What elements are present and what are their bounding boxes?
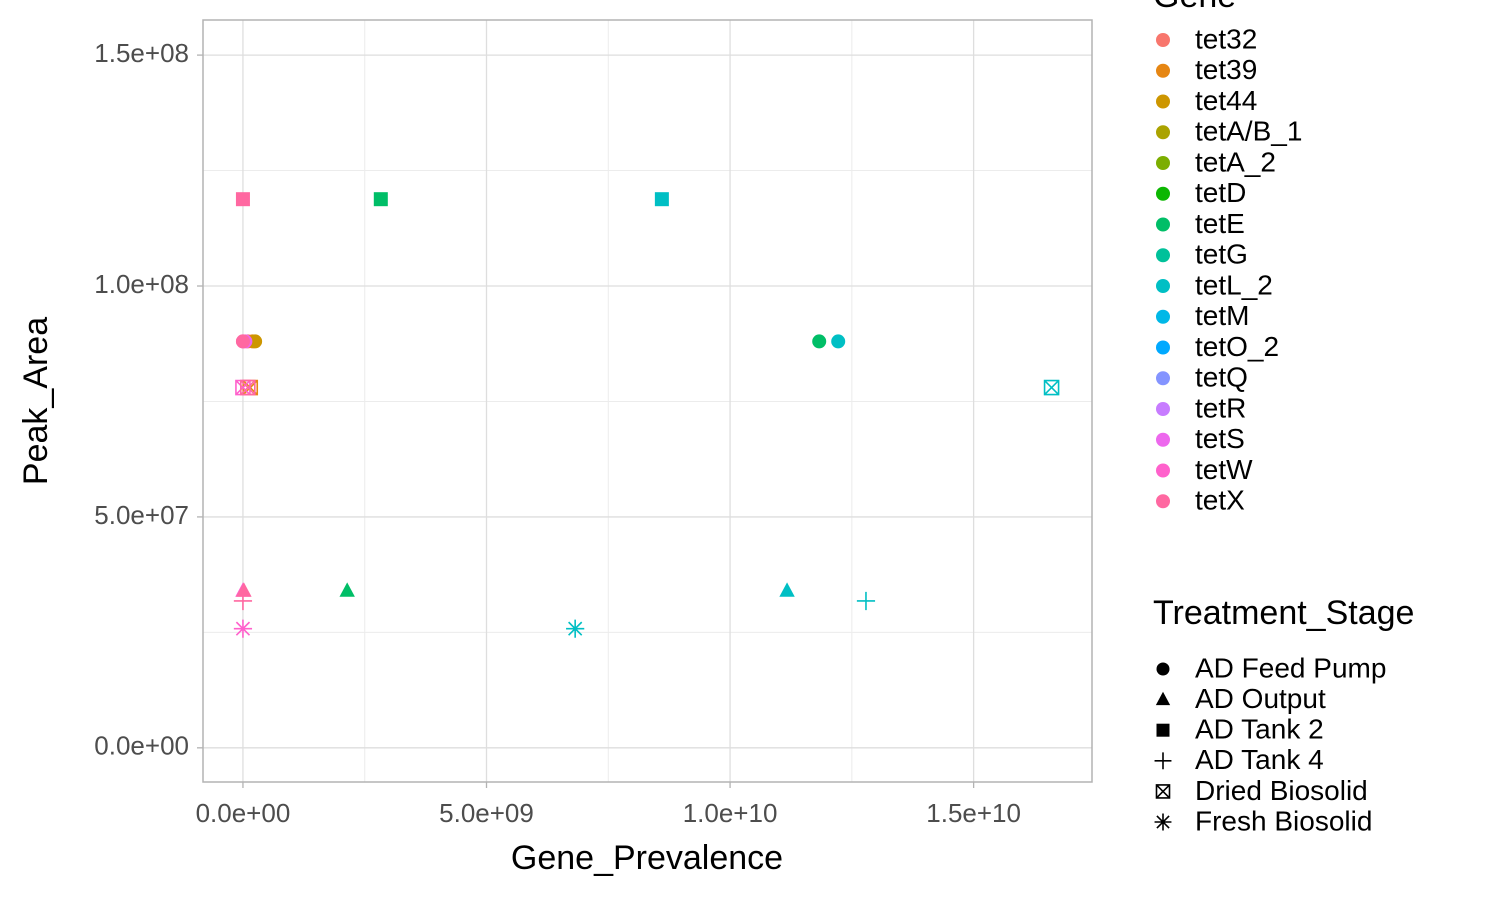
legend-swatch (1156, 432, 1170, 447)
legend-symbol (1156, 662, 1170, 676)
legend-swatch (1156, 63, 1170, 78)
legend-label: Dried Biosolid (1195, 775, 1368, 806)
legend-label: tetQ (1195, 362, 1248, 393)
legend-label: tetA/B_1 (1195, 116, 1302, 147)
legend-swatch (1156, 94, 1170, 109)
legend-swatch (1156, 125, 1170, 140)
y-tick-label: 0.0e+00 (94, 731, 189, 761)
legend-label: tetD (1195, 177, 1246, 208)
legend-swatch (1156, 309, 1170, 324)
legend-label: AD Tank 2 (1195, 714, 1324, 745)
legend-label: tet44 (1195, 85, 1257, 116)
y-tick-label: 1.0e+08 (94, 269, 189, 299)
point (654, 192, 669, 207)
panel-border (202, 19, 1093, 783)
legend-symbol (1156, 723, 1170, 737)
legend-label: tet32 (1195, 23, 1257, 54)
legend-swatch (1156, 33, 1170, 47)
legend-label: tet39 (1195, 54, 1257, 85)
legend-symbol (1155, 784, 1171, 799)
legend-label: AD Feed Pump (1195, 652, 1386, 683)
legend-symbol (1155, 691, 1171, 706)
point (248, 334, 263, 349)
legend-swatch (1156, 156, 1170, 170)
legend-symbol (1154, 813, 1172, 831)
legend-label: tetM (1195, 300, 1249, 331)
legend-label: tetL_2 (1195, 269, 1273, 300)
color-legend-title: Gene (1153, 0, 1236, 15)
legend-label: Fresh Biosolid (1195, 805, 1372, 836)
legend-swatch (1156, 463, 1170, 478)
legend-swatch (1156, 494, 1170, 509)
legend-swatch (1156, 186, 1170, 201)
y-tick-label: 1.5e+08 (94, 38, 189, 68)
legend-label: tetE (1195, 208, 1245, 239)
legend-swatch (1156, 371, 1170, 386)
shape-legend-title: Treatment_Stage (1153, 594, 1414, 632)
point (233, 619, 253, 638)
point (566, 619, 585, 638)
point (373, 192, 388, 207)
point (240, 379, 256, 396)
point (812, 334, 827, 349)
point (235, 192, 250, 207)
legend-swatch (1156, 340, 1170, 355)
y-tick-label: 5.0e+07 (94, 500, 189, 530)
legend-label: tetO_2 (1195, 331, 1279, 362)
legend-label: tetS (1195, 423, 1245, 454)
legend-symbol (1154, 752, 1172, 770)
point (831, 334, 846, 349)
legend-swatch (1156, 279, 1170, 293)
point (1043, 379, 1060, 396)
x-tick-label: 5.0e+09 (439, 798, 534, 828)
y-axis-title: Peak_Area (17, 317, 55, 485)
x-tick-label: 0.0e+00 (196, 798, 291, 828)
legend-label: tetR (1195, 392, 1246, 423)
x-axis-title: Gene_Prevalence (511, 839, 783, 877)
x-tick-label: 1.5e+10 (926, 798, 1021, 828)
legend-swatch (1156, 402, 1170, 416)
legend-label: tetX (1195, 485, 1245, 516)
legend-swatch (1156, 248, 1170, 263)
point (779, 582, 795, 597)
legend-label: tetA_2 (1195, 146, 1276, 177)
legend-label: AD Output (1195, 683, 1326, 714)
legend-label: AD Tank 4 (1195, 744, 1324, 775)
x-tick-label: 1.0e+10 (683, 798, 778, 828)
point (236, 582, 252, 597)
point (235, 334, 250, 349)
legend-swatch (1156, 217, 1170, 232)
legend-label: tetG (1195, 239, 1248, 270)
point (339, 582, 355, 597)
point (856, 591, 876, 611)
legend-label: tetW (1195, 454, 1253, 485)
